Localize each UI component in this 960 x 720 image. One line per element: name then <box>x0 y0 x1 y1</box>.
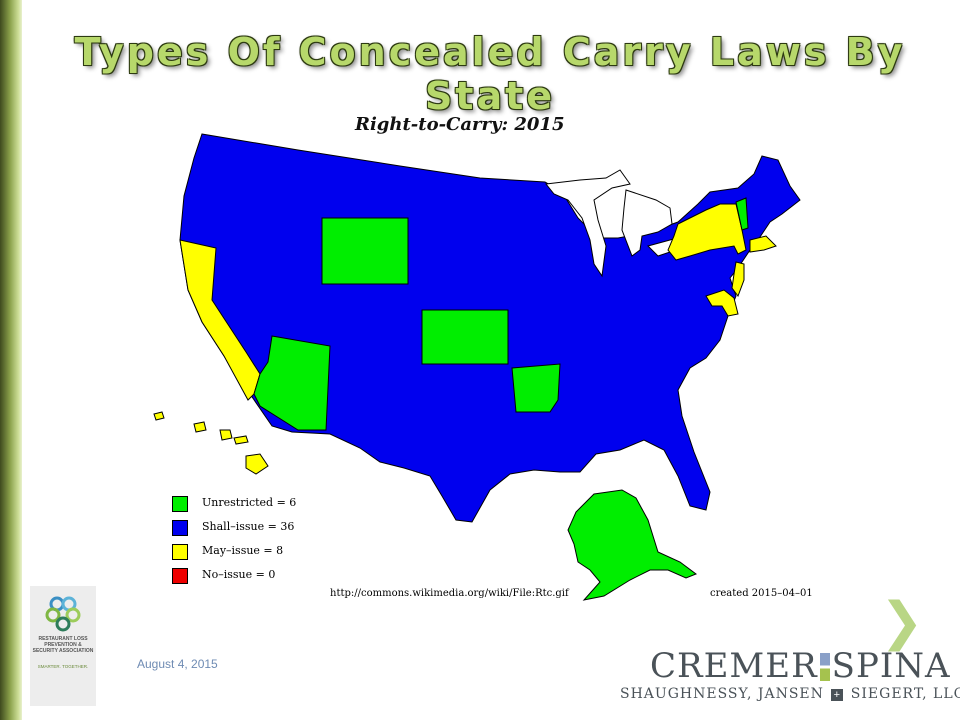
plus-icon: + <box>831 689 844 701</box>
slide-date: August 4, 2015 <box>137 657 218 671</box>
us-map <box>153 133 801 601</box>
rings-logo-icon <box>45 596 81 632</box>
legend-label-may-issue: May–issue = 8 <box>202 544 284 557</box>
legend-label-no-issue: No–issue = 0 <box>202 568 276 581</box>
legend-swatch-may-issue <box>172 544 188 560</box>
association-logo-text: RESTAURANT LOSS PREVENTION & SECURITY AS… <box>32 636 94 654</box>
map-caption: Right-to-Carry: 2015 <box>355 114 565 135</box>
slide-title: Types Of Concealed Carry Laws By State <box>74 30 906 118</box>
state-new-jersey <box>731 261 745 298</box>
source-url[interactable]: http://commons.wikimedia.org/wiki/File:R… <box>330 588 569 599</box>
state-massachusetts <box>749 235 777 253</box>
legend-swatch-no-issue <box>172 568 188 584</box>
state-arkansas <box>511 363 561 413</box>
state-wyoming <box>321 217 409 285</box>
legend-swatch-unrestricted <box>172 496 188 512</box>
state-new-york <box>667 203 747 261</box>
created-note: created 2015–04–01 <box>710 588 813 599</box>
map-panel: Right-to-Carry: 2015 Unrestricted = 6 Sh… <box>150 100 822 602</box>
firm-partners-right: SIEGERT, LLC <box>850 686 960 702</box>
state-vermont <box>735 197 749 231</box>
association-logo-tagline: SMARTER. TOGETHER. <box>37 664 89 669</box>
firm-separator-icon <box>819 653 830 681</box>
firm-name: CREMER SPINA <box>650 648 951 684</box>
firm-name-right: SPINA <box>831 646 951 686</box>
firm-partners: SHAUGHNESSY, JANSEN + SIEGERT, LLC <box>620 686 960 702</box>
firm-partners-left: SHAUGHNESSY, JANSEN <box>620 686 824 702</box>
legend-swatch-shall-issue <box>172 520 188 536</box>
next-slide-arrow-icon[interactable]: ❯ <box>880 593 924 651</box>
firm-logo: CREMER SPINA SHAUGHNESSY, JANSEN + SIEGER… <box>620 648 960 708</box>
association-logo: RESTAURANT LOSS PREVENTION & SECURITY AS… <box>30 586 96 706</box>
hawaii-islands <box>153 411 269 475</box>
left-accent-bar <box>0 0 22 720</box>
legend-label-shall-issue: Shall–issue = 36 <box>202 520 295 533</box>
state-kansas <box>421 309 509 365</box>
state-maryland-delaware <box>705 289 739 317</box>
firm-name-left: CREMER <box>650 646 818 686</box>
state-alaska <box>567 489 698 601</box>
state-arizona <box>253 335 331 431</box>
legend-label-unrestricted: Unrestricted = 6 <box>202 496 297 509</box>
